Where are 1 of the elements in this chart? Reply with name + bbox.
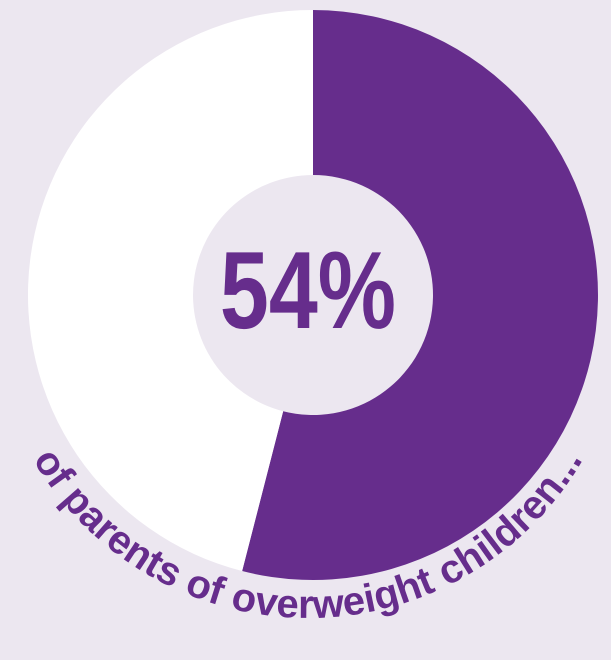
text: 54%	[220, 230, 396, 352]
